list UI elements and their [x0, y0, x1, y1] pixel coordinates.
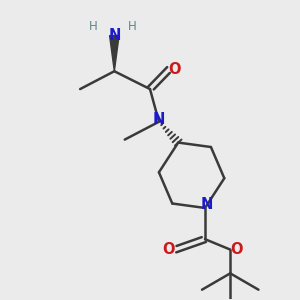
Text: O: O — [230, 242, 243, 257]
Text: O: O — [163, 242, 175, 257]
Text: O: O — [168, 62, 181, 77]
Text: H: H — [89, 20, 98, 33]
Text: N: N — [108, 28, 121, 43]
Text: H: H — [128, 20, 136, 33]
Polygon shape — [110, 36, 119, 71]
Text: N: N — [153, 112, 165, 127]
Text: N: N — [200, 197, 213, 212]
